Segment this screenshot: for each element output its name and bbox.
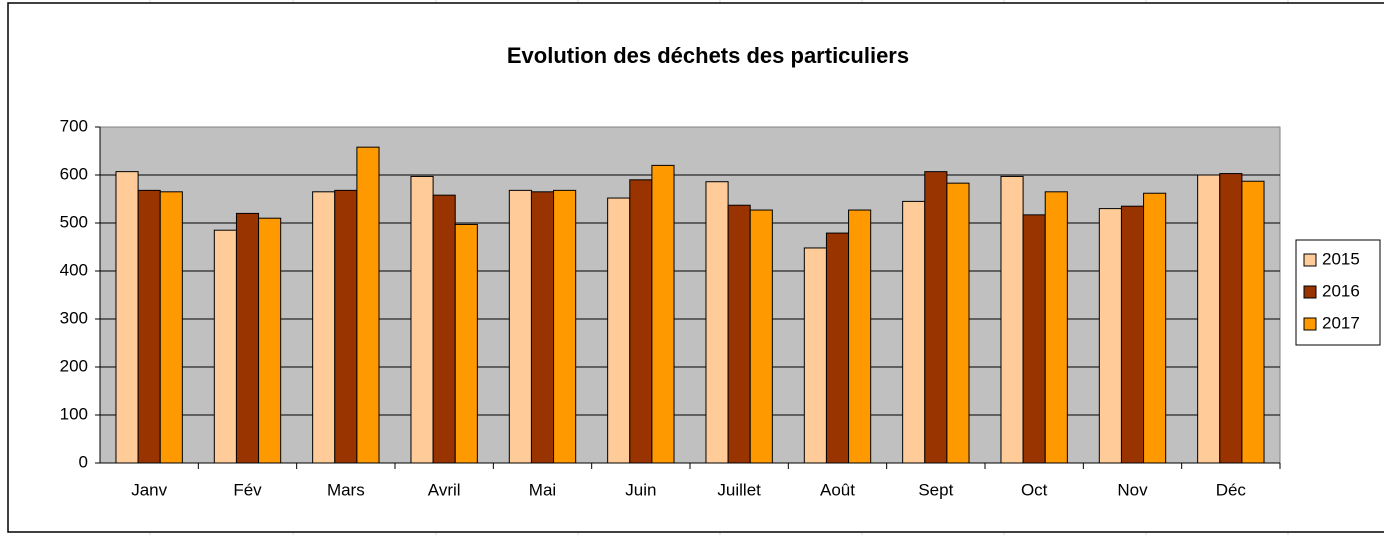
y-tick-label: 700 xyxy=(60,116,88,135)
bar xyxy=(1143,192,1167,464)
x-tick-label: Oct xyxy=(1021,480,1048,499)
bar xyxy=(651,164,675,464)
bar xyxy=(1044,191,1068,464)
x-tick-label: Fév xyxy=(233,480,262,499)
x-tick-label: Sept xyxy=(918,480,953,499)
x-tick-label: Août xyxy=(820,480,855,499)
y-tick-label: 200 xyxy=(60,356,88,375)
bar xyxy=(749,209,773,464)
bar xyxy=(258,217,282,464)
x-tick-label: Juin xyxy=(625,480,656,499)
legend-label: 2017 xyxy=(1322,313,1360,332)
bar xyxy=(1241,180,1265,464)
legend-label: 2015 xyxy=(1322,249,1360,268)
legend-swatch xyxy=(1303,285,1317,299)
x-tick-label: Janv xyxy=(131,480,167,499)
y-tick-label: 500 xyxy=(60,212,88,231)
bar xyxy=(825,232,850,464)
legend-label: 2016 xyxy=(1322,281,1360,300)
bar xyxy=(607,197,631,464)
bar xyxy=(410,175,434,464)
y-tick-label: 100 xyxy=(60,404,88,423)
bar xyxy=(1219,173,1243,464)
bar xyxy=(356,146,380,464)
x-tick-label: Avril xyxy=(428,480,461,499)
bar xyxy=(115,171,139,464)
bar xyxy=(1120,205,1145,464)
plot-area xyxy=(99,126,1281,464)
bar xyxy=(1197,174,1221,464)
bar xyxy=(312,191,336,464)
bar xyxy=(848,209,872,464)
x-tick-label: Mars xyxy=(327,480,365,499)
bar xyxy=(924,171,948,464)
x-tick-label: Juillet xyxy=(717,480,761,499)
bar xyxy=(530,191,555,464)
bar xyxy=(803,247,827,464)
bar xyxy=(629,179,653,464)
bar xyxy=(902,200,926,464)
bar xyxy=(159,191,183,464)
bar xyxy=(727,204,751,464)
bar xyxy=(705,181,729,464)
x-tick-label: Déc xyxy=(1216,480,1247,499)
x-tick-label: Nov xyxy=(1117,480,1148,499)
legend-swatch xyxy=(1303,317,1317,331)
bar xyxy=(1000,175,1024,464)
bar xyxy=(508,189,532,464)
bar xyxy=(334,189,358,464)
bar xyxy=(213,229,237,464)
bar xyxy=(137,189,161,464)
bar xyxy=(432,194,456,464)
bar xyxy=(946,182,970,464)
y-tick-label: 600 xyxy=(60,164,88,183)
chart-title: Evolution des déchets des particuliers xyxy=(507,43,909,68)
legend-swatch xyxy=(1303,253,1317,267)
bar xyxy=(553,189,577,464)
x-tick-label: Mai xyxy=(529,480,556,499)
bar xyxy=(1022,214,1046,464)
y-tick-label: 400 xyxy=(60,260,88,279)
bar xyxy=(235,212,260,464)
y-tick-label: 0 xyxy=(79,452,88,471)
bar xyxy=(1098,208,1122,464)
y-tick-label: 300 xyxy=(60,308,88,327)
bar xyxy=(454,223,478,464)
